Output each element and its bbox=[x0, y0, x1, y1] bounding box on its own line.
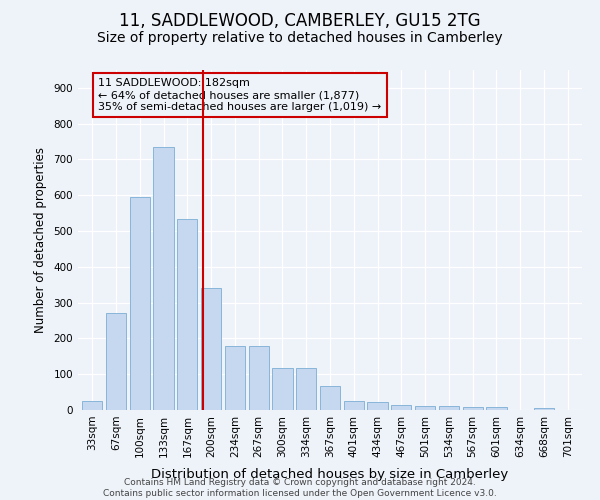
Bar bbox=[82, 401, 103, 410]
Bar bbox=[106, 314, 126, 410]
Bar bbox=[439, 406, 459, 410]
Bar bbox=[296, 368, 316, 410]
Bar bbox=[154, 147, 173, 410]
Bar bbox=[463, 407, 483, 410]
Text: 11 SADDLEWOOD: 182sqm
← 64% of detached houses are smaller (1,877)
35% of semi-d: 11 SADDLEWOOD: 182sqm ← 64% of detached … bbox=[98, 78, 382, 112]
Bar bbox=[391, 404, 412, 410]
Text: Size of property relative to detached houses in Camberley: Size of property relative to detached ho… bbox=[97, 31, 503, 45]
Bar bbox=[225, 346, 245, 410]
Bar bbox=[487, 408, 506, 410]
Bar bbox=[415, 406, 435, 410]
Bar bbox=[344, 401, 364, 410]
Bar bbox=[177, 218, 197, 410]
Text: 11, SADDLEWOOD, CAMBERLEY, GU15 2TG: 11, SADDLEWOOD, CAMBERLEY, GU15 2TG bbox=[119, 12, 481, 30]
Bar bbox=[201, 288, 221, 410]
Bar bbox=[534, 408, 554, 410]
Y-axis label: Number of detached properties: Number of detached properties bbox=[34, 147, 47, 333]
Bar bbox=[130, 197, 150, 410]
X-axis label: Distribution of detached houses by size in Camberley: Distribution of detached houses by size … bbox=[151, 468, 509, 481]
Bar bbox=[320, 386, 340, 410]
Bar bbox=[272, 368, 293, 410]
Bar bbox=[248, 346, 269, 410]
Text: Contains HM Land Registry data © Crown copyright and database right 2024.
Contai: Contains HM Land Registry data © Crown c… bbox=[103, 478, 497, 498]
Bar bbox=[367, 402, 388, 410]
